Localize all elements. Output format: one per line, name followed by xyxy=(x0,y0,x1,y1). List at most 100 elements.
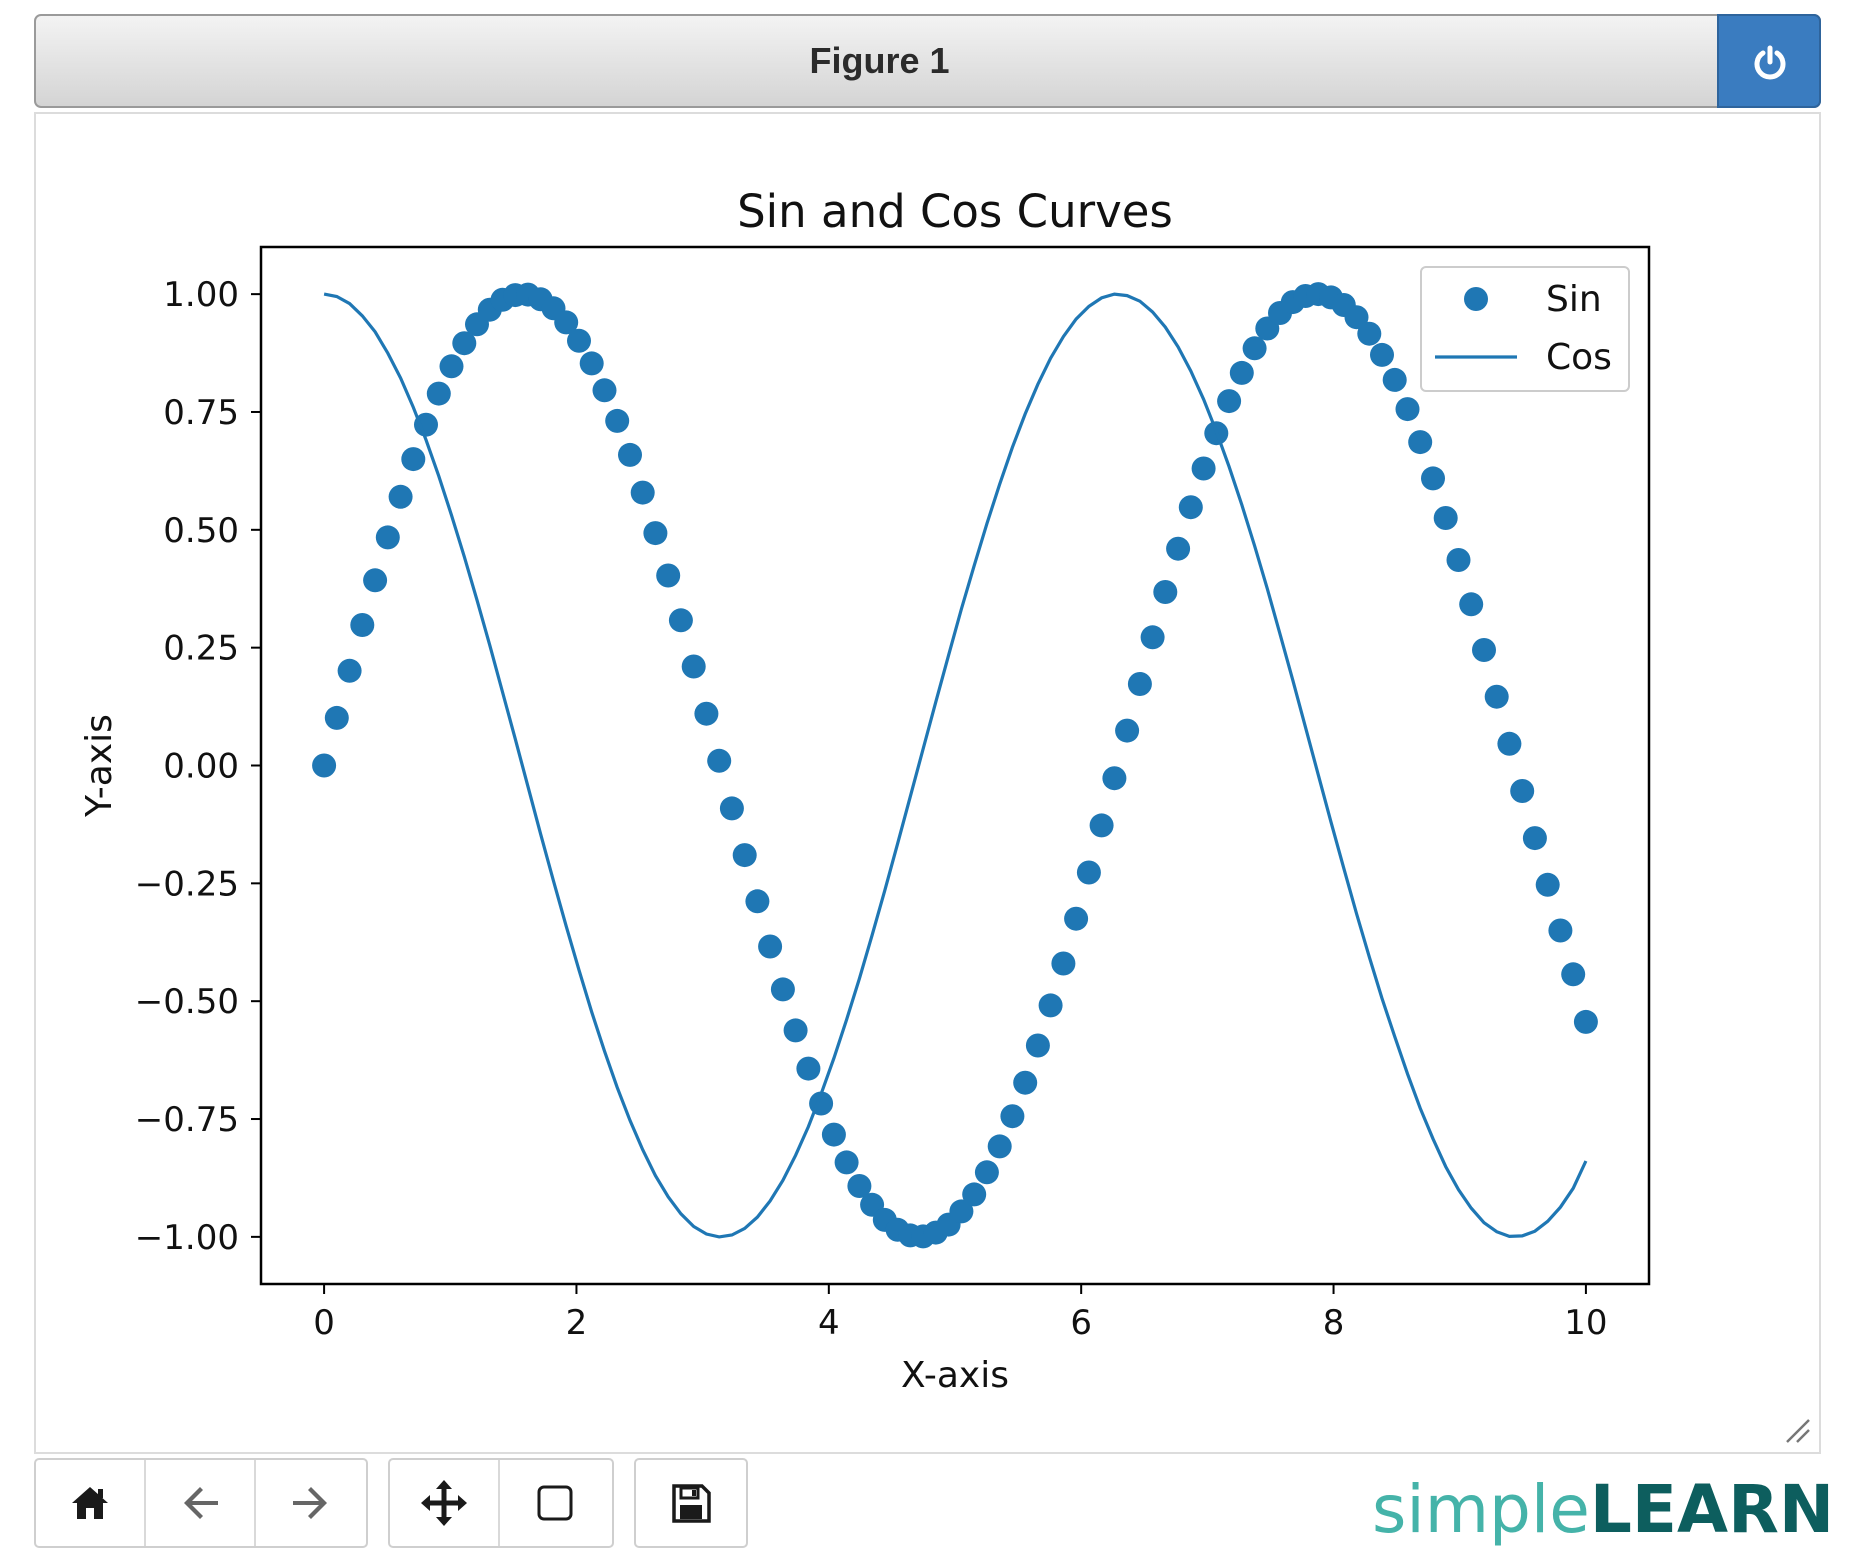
data-point-sin xyxy=(554,310,579,335)
data-point-sin xyxy=(363,568,388,593)
data-point-sin xyxy=(821,1122,846,1147)
y-tick-label: −0.25 xyxy=(135,864,239,904)
data-point-sin xyxy=(1242,336,1267,361)
data-point-sin xyxy=(987,1134,1012,1159)
resize-handle-icon[interactable] xyxy=(1783,1416,1813,1446)
y-tick-label: −0.75 xyxy=(135,1100,239,1140)
data-point-sin xyxy=(630,480,655,505)
y-tick-label: 0.50 xyxy=(163,511,239,551)
data-point-sin xyxy=(1561,962,1586,987)
y-tick-label: 0.00 xyxy=(163,747,239,787)
data-point-sin xyxy=(719,796,744,821)
data-point-sin xyxy=(312,753,337,778)
data-point-sin xyxy=(401,447,426,472)
data-point-sin xyxy=(426,381,451,406)
data-point-sin xyxy=(732,843,757,868)
arrow-left-icon xyxy=(184,1487,218,1519)
x-tick-label: 2 xyxy=(566,1303,588,1343)
legend-dot-marker xyxy=(1464,287,1488,311)
data-point-sin xyxy=(681,654,706,679)
data-point-sin xyxy=(388,484,413,509)
legend-entry: Cos xyxy=(1546,337,1612,378)
data-point-sin xyxy=(1013,1070,1038,1095)
x-tick-label: 6 xyxy=(1070,1303,1092,1343)
y-tick-label: 0.25 xyxy=(163,629,239,669)
data-point-sin xyxy=(1051,951,1076,976)
figure-window: Figure 1 Sin and Cos Curves 0 2 4 6 8 10 1.00 0.… xyxy=(34,14,1821,1454)
data-point-sin xyxy=(847,1174,872,1198)
data-point-sin xyxy=(592,378,617,403)
y-tick-label: −0.50 xyxy=(135,982,239,1022)
data-point-sin xyxy=(1472,638,1496,662)
data-point-sin xyxy=(643,521,668,546)
y-tick-label: 0.75 xyxy=(163,393,239,433)
window-titlebar[interactable]: Figure 1 xyxy=(34,14,1821,108)
data-point-sin xyxy=(1102,766,1127,791)
zoom-button[interactable] xyxy=(500,1460,610,1546)
data-point-sin xyxy=(758,934,783,959)
data-point-sin xyxy=(1064,906,1089,931)
data-point-sin xyxy=(1025,1033,1050,1058)
x-axis-label: X-axis xyxy=(901,1355,1009,1396)
data-point-sin xyxy=(974,1160,999,1185)
data-point-sin xyxy=(949,1199,974,1224)
save-button[interactable] xyxy=(636,1460,746,1546)
data-point-sin xyxy=(1408,430,1433,455)
power-icon xyxy=(1754,45,1786,80)
data-point-sin xyxy=(1497,731,1522,756)
data-point-sin xyxy=(1510,779,1535,803)
home-button[interactable] xyxy=(36,1460,146,1546)
data-point-sin xyxy=(618,442,642,467)
data-point-sin xyxy=(1433,506,1458,530)
chart: Sin and Cos Curves 0 2 4 6 8 10 1.00 0.75 0.50 0.2… xyxy=(79,185,1651,1396)
toolbar-group-save xyxy=(634,1458,748,1548)
data-point-sin xyxy=(1535,872,1560,897)
data-point-sin xyxy=(834,1150,859,1175)
data-point-sin xyxy=(567,328,591,353)
data-point-sin xyxy=(1229,360,1254,385)
data-point-sin xyxy=(1127,672,1152,696)
x-tick-label: 10 xyxy=(1564,1303,1607,1343)
data-point-sin xyxy=(656,563,681,588)
data-point-sin xyxy=(1000,1104,1025,1129)
pan-button[interactable] xyxy=(390,1460,500,1546)
data-point-sin xyxy=(1140,625,1165,650)
power-button[interactable] xyxy=(1717,14,1821,108)
data-point-sin xyxy=(694,701,719,726)
back-button[interactable] xyxy=(146,1460,256,1546)
data-point-sin xyxy=(1484,684,1509,709)
data-point-sin xyxy=(414,412,438,437)
data-point-sin xyxy=(324,705,349,730)
data-point-sin xyxy=(1115,718,1140,743)
home-icon xyxy=(72,1487,108,1519)
data-point-sin xyxy=(1038,993,1063,1018)
plot-frame xyxy=(259,245,1651,1286)
data-point-sin xyxy=(1548,918,1573,943)
window-title: Figure 1 xyxy=(809,40,950,81)
data-point-sin xyxy=(1357,321,1382,346)
forward-button[interactable] xyxy=(256,1460,366,1546)
data-point-sin xyxy=(1459,592,1484,617)
x-tick-label: 8 xyxy=(1323,1303,1345,1343)
data-point-sin xyxy=(1217,389,1242,414)
data-point-sin xyxy=(1178,495,1203,520)
data-point-sin xyxy=(1382,367,1407,392)
y-axis-label: Y-axis xyxy=(79,714,120,818)
data-point-sin xyxy=(605,408,630,433)
data-point-sin xyxy=(337,658,362,683)
brand-simple: simple xyxy=(1372,1471,1590,1548)
data-point-sin xyxy=(439,354,464,379)
move-icon xyxy=(421,1480,467,1526)
data-point-sin xyxy=(1089,813,1114,838)
data-point-sin xyxy=(1344,305,1369,330)
data-point-sin xyxy=(579,351,604,376)
figure-canvas[interactable]: Sin and Cos Curves 0 2 4 6 8 10 1.00 0.75 0.50 0.2… xyxy=(34,112,1821,1454)
simplelearn-logo: simpleLEARN xyxy=(1372,1465,1834,1555)
toolbar-group-navigation xyxy=(34,1458,368,1548)
data-point-sin xyxy=(350,613,375,637)
x-tick-label: 4 xyxy=(818,1303,840,1343)
x-tick-label: 0 xyxy=(313,1303,335,1343)
data-point-sin xyxy=(1421,466,1445,491)
data-point-sin xyxy=(1395,397,1420,422)
series-line-cos xyxy=(323,292,1588,1239)
